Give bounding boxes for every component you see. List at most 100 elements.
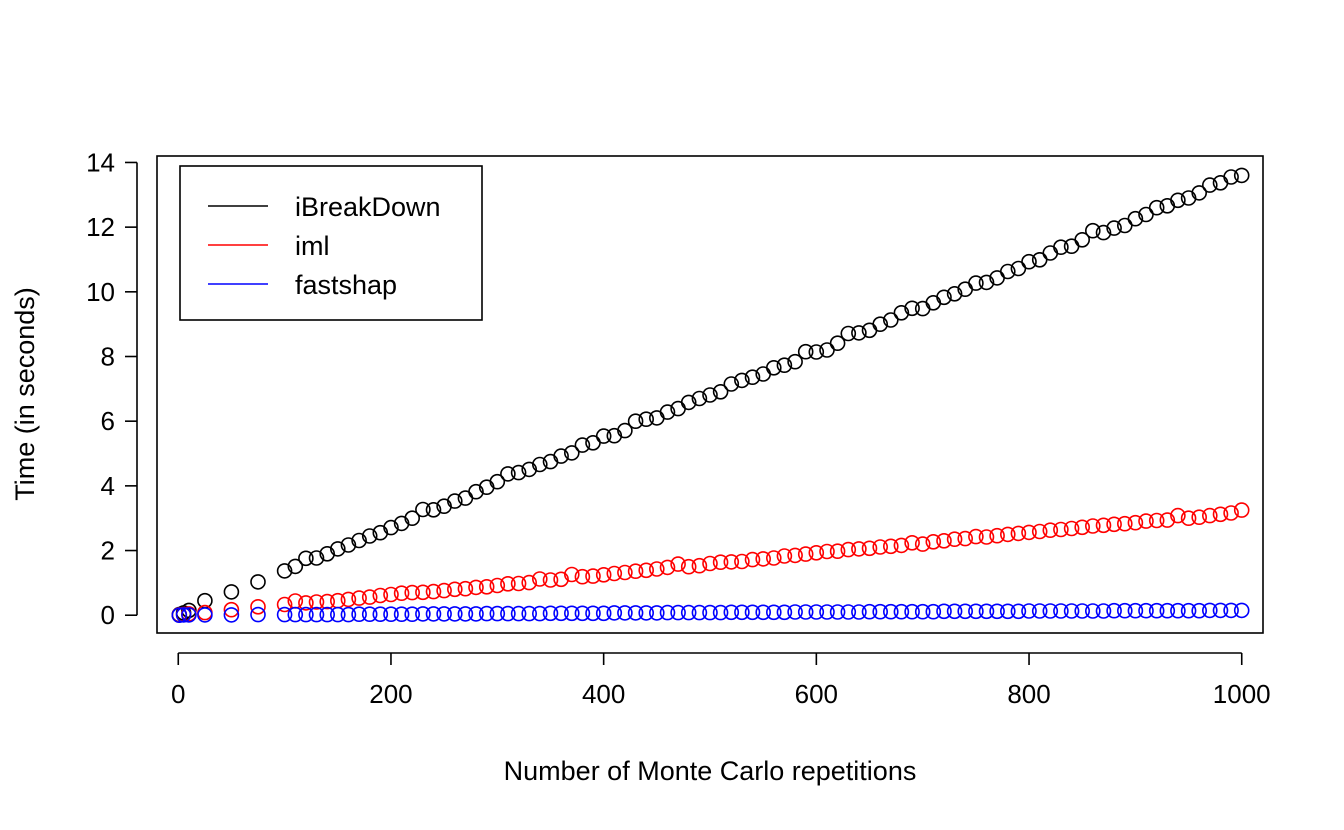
- point-fastshap: [617, 605, 633, 621]
- point-iml: [1223, 505, 1239, 521]
- point-ibreakdown: [925, 294, 942, 311]
- point-ibreakdown: [627, 413, 644, 430]
- point-fastshap: [1042, 603, 1059, 619]
- point-iml: [1170, 507, 1186, 524]
- point-iml: [531, 571, 548, 587]
- point-fastshap: [691, 604, 708, 621]
- point-iml: [415, 584, 431, 601]
- point-iml: [1212, 506, 1229, 523]
- point-iml: [968, 528, 984, 545]
- plot-frame: [156, 155, 1264, 634]
- point-iml: [574, 568, 591, 585]
- point-iml: [563, 566, 580, 583]
- point-fastshap: [861, 603, 878, 620]
- point-iml: [1191, 509, 1207, 526]
- point-fastshap: [702, 604, 718, 621]
- point-fastshap: [175, 607, 192, 623]
- point-fastshap: [712, 604, 729, 621]
- y-tick-label: 10: [86, 277, 115, 307]
- point-iml: [585, 568, 601, 584]
- point-fastshap: [723, 604, 740, 621]
- legend: iBreakDown iml fastshap: [179, 165, 483, 321]
- point-ibreakdown: [404, 510, 421, 527]
- point-ibreakdown: [617, 422, 633, 439]
- point-fastshap: [1010, 603, 1027, 620]
- point-iml: [978, 529, 995, 545]
- point-fastshap: [340, 606, 357, 623]
- point-fastshap: [627, 605, 644, 621]
- point-fastshap: [319, 606, 336, 623]
- point-iml: [446, 581, 463, 598]
- point-iml: [510, 575, 527, 592]
- point-ibreakdown: [223, 584, 240, 600]
- point-ibreakdown: [585, 434, 601, 451]
- point-ibreakdown: [574, 437, 591, 453]
- point-iml: [1202, 507, 1218, 524]
- point-ibreakdown: [819, 342, 835, 358]
- point-iml: [755, 551, 772, 567]
- point-fastshap: [1202, 602, 1218, 619]
- point-ibreakdown: [946, 285, 963, 302]
- point-fastshap: [680, 604, 697, 621]
- point-fastshap: [1191, 602, 1207, 619]
- point-ibreakdown: [521, 461, 538, 478]
- point-ibreakdown: [500, 466, 516, 482]
- point-fastshap: [276, 606, 293, 623]
- y-axis-title: Time (in seconds): [10, 287, 40, 501]
- y-tick-label: 2: [101, 536, 115, 566]
- y-tick-label: 4: [101, 471, 115, 501]
- point-iml: [702, 555, 718, 572]
- point-ibreakdown: [553, 448, 569, 464]
- legend-label-fastshap: fastshap: [295, 270, 397, 300]
- point-ibreakdown: [1095, 224, 1112, 241]
- point-iml: [1063, 520, 1080, 537]
- point-fastshap: [361, 606, 378, 623]
- point-fastshap: [1170, 602, 1186, 619]
- point-fastshap: [1127, 602, 1144, 619]
- point-fastshap: [1212, 602, 1229, 619]
- point-iml: [776, 548, 793, 564]
- point-iml: [308, 594, 325, 610]
- point-fastshap: [393, 606, 410, 623]
- data-points: [171, 167, 1250, 624]
- point-ibreakdown: [531, 456, 548, 473]
- point-fastshap: [765, 604, 782, 621]
- point-iml: [1159, 512, 1176, 528]
- point-iml: [393, 585, 410, 602]
- point-iml: [383, 586, 399, 603]
- point-iml: [468, 579, 484, 596]
- x-axis-title: Number of Monte Carlo repetitions: [504, 756, 917, 786]
- point-iml: [553, 571, 569, 588]
- point-ibreakdown: [319, 545, 336, 562]
- point-ibreakdown: [744, 369, 761, 386]
- point-fastshap: [1106, 602, 1122, 619]
- point-fastshap: [574, 605, 591, 622]
- point-ibreakdown: [648, 410, 665, 426]
- point-iml: [840, 541, 857, 558]
- point-fastshap: [1053, 603, 1069, 619]
- point-ibreakdown: [1042, 245, 1059, 261]
- point-ibreakdown: [361, 528, 378, 544]
- point-iml: [500, 575, 516, 592]
- point-iml: [1127, 514, 1144, 531]
- point-fastshap: [553, 605, 569, 622]
- point-iml: [627, 563, 644, 580]
- point-ibreakdown: [1074, 232, 1090, 248]
- point-fastshap: [638, 605, 655, 621]
- point-iml: [989, 527, 1005, 544]
- y-tick-label: 8: [101, 342, 115, 372]
- x-tick-label: 0: [171, 679, 185, 709]
- point-iml: [1021, 524, 1037, 541]
- point-iml: [1042, 522, 1059, 539]
- point-iml: [1095, 517, 1112, 534]
- point-iml: [797, 546, 814, 562]
- point-iml: [744, 551, 761, 568]
- point-ibreakdown: [351, 532, 367, 549]
- point-ibreakdown: [1021, 253, 1037, 270]
- point-iml: [1010, 525, 1027, 542]
- point-fastshap: [659, 604, 676, 621]
- x-tick-label: 1000: [1213, 679, 1271, 709]
- point-iml: [457, 580, 474, 597]
- point-fastshap: [1148, 602, 1165, 619]
- point-fastshap: [1117, 602, 1133, 619]
